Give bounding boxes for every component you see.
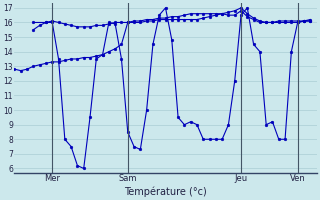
X-axis label: Température (°c): Température (°c) [124, 186, 207, 197]
